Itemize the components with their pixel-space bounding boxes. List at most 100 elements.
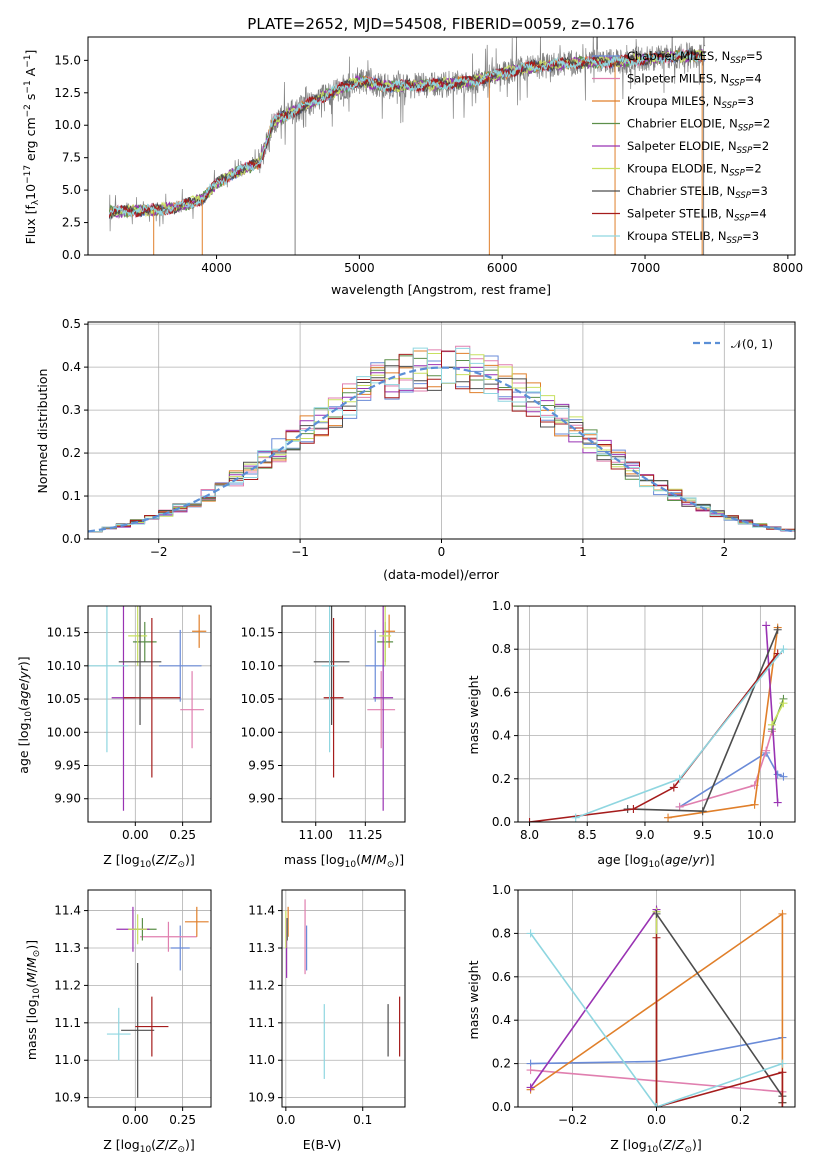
spectrum-xtick-label: 6000 (487, 261, 518, 275)
mass_vs_ebv-xtick-label: 0.1 (353, 1113, 372, 1127)
mass_vs_Z-ytick-label: 11.0 (54, 1053, 81, 1067)
age_vs_mass-xtick-label: 11.00 (299, 828, 333, 842)
weight_vs_Z-ytick-label: 0.6 (492, 970, 511, 984)
weight-age-panel: age [log10(age/yr)] mass weight (466, 675, 715, 870)
mass-ebv-panel: E(B-V) (303, 1137, 342, 1152)
weight-marker-kroupa_miles (750, 800, 759, 809)
age_vs_Z-ytick-label: 10.00 (47, 725, 81, 739)
mass_vs_Z-ytick-label: 11.2 (54, 978, 81, 992)
residuals-xtick-label: 0 (438, 545, 446, 559)
legend-label-salpeter_miles: Salpeter MILES, NSSP=4 (627, 72, 762, 89)
age_vs_Z-ytick-label: 9.90 (54, 792, 81, 806)
weight-line-salpeter_miles (679, 731, 773, 808)
spectrum-xtick-label: 5000 (344, 261, 375, 275)
weight_vs_Z-ytick-label: 0.4 (492, 1013, 511, 1027)
age_vs_Z-frame (87, 605, 212, 823)
mass_vs_ebv-frame (281, 889, 406, 1108)
mass_vs_ebv-ytick-label: 11.4 (248, 904, 275, 918)
weight-marker-kroupa_stelib (652, 1103, 661, 1107)
residuals-xlabel: (data-model)/error (383, 567, 500, 582)
age_vs_mass-ytick-label: 9.95 (248, 759, 275, 773)
weight_vs_Z-content (526, 905, 787, 1107)
age_vs_mass-ytick-label: 10.00 (241, 725, 275, 739)
weight-line-kroupa_miles (667, 627, 779, 819)
weight_vs_age-xtick-label: 8.5 (578, 828, 597, 842)
weight-marker-salpeter_elodie (762, 621, 771, 630)
weight_vs_Z-ytick-label: 1.0 (492, 883, 511, 897)
weight-marker-kroupa_miles (664, 813, 673, 822)
age-Z-panel: Z [log10(Z/Z⊙)] age [log10(age/yr)] (16, 656, 195, 870)
weight-marker-salpeter_elodie (526, 1083, 535, 1092)
mass_vs_Z-ytick-label: 11.4 (54, 904, 81, 918)
mass_vs_ebv-plot: 0.0 0.1 10.9 11.0 11.1 11.2 11.3 11.4 (248, 889, 406, 1127)
mass-Z-ylabel: mass [log10(M/M⊙)] (24, 940, 42, 1060)
spectrum-xtick-label: 7000 (630, 261, 661, 275)
age_vs_Z-xtick-label: 0.00 (122, 828, 149, 842)
mass-Z-panel: Z [log10(Z/Z⊙)] mass [log10(M/M⊙)] (24, 940, 195, 1155)
spectrum-xtick-label: 4000 (201, 261, 232, 275)
age_vs_Z-ytick-label: 9.95 (54, 759, 81, 773)
weight_vs_age-ytick-label: 0.2 (492, 772, 511, 786)
weight_vs_age-ytick-label: 0.8 (492, 642, 511, 656)
weight-marker-salpeter_miles (675, 802, 684, 811)
residuals-legend: 𝒩(0, 1) (693, 337, 773, 351)
weight_vs_Z-ytick-label: 0.0 (492, 1100, 511, 1114)
weight-marker-salpeter_stelib (525, 818, 534, 822)
residuals-content (88, 345, 795, 533)
residuals-ytick-label: 0.5 (62, 317, 81, 331)
weight-marker-kroupa_stelib (526, 929, 535, 938)
spectrum-xtick-label: 8000 (773, 261, 804, 275)
mass-Z-xlabel: Z [log10(Z/Z⊙)] (103, 1137, 195, 1155)
legend-label-salpeter_stelib: Salpeter STELIB, NSSP=4 (627, 207, 767, 224)
age_vs_mass-plot: 11.00 11.25 9.90 9.95 10.00 10.05 10.10 10.15 (241, 605, 406, 842)
weight-line-salpeter_stelib (655, 937, 784, 1107)
weight_vs_Z-xtick-label: 0.2 (731, 1113, 750, 1127)
mass_vs_Z-frame (87, 889, 212, 1108)
weight-marker-salpeter_stelib (652, 933, 661, 942)
weight-marker-salpeter_stelib (669, 783, 678, 792)
age_vs_mass-ytick-label: 10.10 (241, 659, 275, 673)
weight_vs_Z-ytick-label: 0.2 (492, 1057, 511, 1071)
age_vs_Z-ytick-label: 10.15 (47, 626, 81, 640)
mass_vs_Z-plot: 0.00 0.25 10.9 11.0 11.1 11.2 11.3 11.4 (54, 889, 212, 1127)
model-spectrum-salpeter_stelib (108, 49, 705, 218)
weight_vs_Z-ytick-label: 0.8 (492, 926, 511, 940)
spectrum-plot: 4000 5000 6000 7000 8000 0.0 2.5 5.0 7.5 10.0 12.5… (54, 36, 804, 275)
residuals-ylabel: Normed distribution (35, 369, 50, 494)
mass_vs_Z-ytick-label: 10.9 (54, 1091, 81, 1105)
age_vs_mass-ytick-label: 9.90 (248, 792, 275, 806)
spectrum-ytick-label: 7.5 (62, 151, 81, 165)
mass_vs_ebv-ytick-label: 11.2 (248, 978, 275, 992)
weight-marker-kroupa_stelib (779, 645, 788, 654)
weight-marker-kroupa_stelib (675, 774, 684, 783)
weight_vs_age-xtick-label: 10.0 (747, 828, 774, 842)
weight-line-chabrier_stelib (655, 913, 784, 1103)
weight-marker-salpeter_miles (526, 1066, 535, 1075)
weight-marker-chabrier_miles (779, 772, 788, 781)
residuals-ytick-label: 0.2 (62, 446, 81, 460)
age-Z-xlabel: Z [log10(Z/Z⊙)] (103, 852, 195, 870)
spectrum-content (108, 37, 706, 255)
weight_vs_Z-xtick-label: 0.0 (647, 1113, 666, 1127)
residuals-xtick-label: 2 (720, 545, 728, 559)
residuals-ytick-label: 0.1 (62, 489, 81, 503)
weight_vs_age-frame (517, 605, 796, 823)
residuals-xtick-label: −2 (150, 545, 168, 559)
age-mass-xlabel: mass [log10(M/M⊙)] (284, 852, 404, 870)
age_vs_mass-ytick-label: 10.15 (241, 626, 275, 640)
legend-label-salpeter_elodie: Salpeter ELODIE, NSSP=2 (627, 139, 769, 156)
spectrum-xlabel: wavelength [Angstrom, rest frame] (331, 282, 551, 297)
spectrum-ytick-label: 10.0 (54, 118, 81, 132)
age_vs_mass-xtick-label: 11.25 (348, 828, 382, 842)
weight_vs_Z-xtick-label: −0.2 (558, 1113, 587, 1127)
weight-marker-chabrier_stelib (652, 909, 661, 918)
weight-marker-salpeter_elodie (773, 798, 782, 807)
weight_vs_age-ytick-label: 0.0 (492, 815, 511, 829)
weight_vs_age-content (525, 621, 788, 822)
mass_vs_Z-ytick-label: 11.1 (54, 1016, 81, 1030)
legend-label-chabrier_elodie: Chabrier ELODIE, NSSP=2 (627, 117, 770, 134)
weight-Z-ylabel: mass weight (466, 960, 481, 1039)
residuals-xtick-label: −1 (291, 545, 309, 559)
weight-marker-kroupa_stelib (778, 1059, 787, 1068)
weight-age-xlabel: age [log10(age/yr)] (597, 852, 714, 870)
